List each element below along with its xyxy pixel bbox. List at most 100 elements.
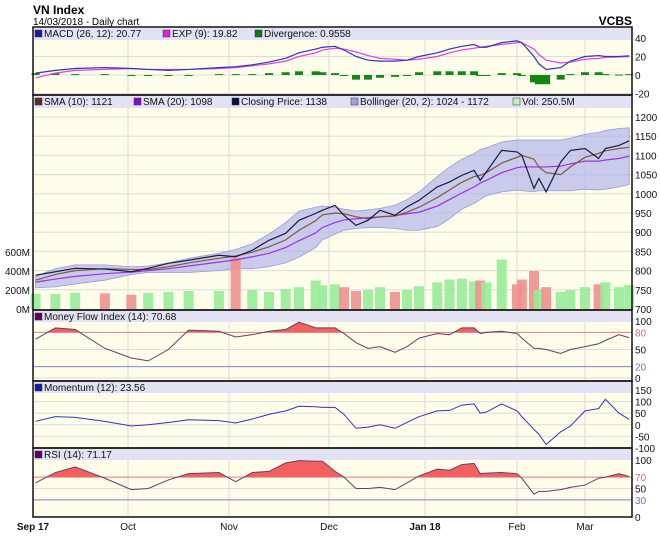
rsi-y-tick-label: 50 (635, 485, 647, 496)
momentum-swatch (34, 383, 43, 392)
x-tick-label: Sep 17 (17, 522, 50, 533)
divergence-bar (231, 74, 240, 76)
mfi-y-tick-label: 50 (635, 346, 647, 357)
volume-bar (614, 287, 624, 309)
axis-ticks: 40200-2012001150110010501000950900850800… (5, 34, 658, 533)
volume-bar (183, 290, 194, 309)
volume-bar (624, 285, 635, 309)
volume-bar (317, 285, 328, 309)
volume-bar (50, 293, 61, 309)
divergence-bar (127, 75, 136, 76)
price-legend: SMA (10): 1121 SMA (20): 1098 Closing Pr… (34, 97, 575, 108)
rsi-y-tick-label: 0 (635, 513, 641, 524)
mfi-legend-band (33, 311, 632, 322)
price-y-tick-label: 950 (635, 209, 652, 220)
price-y-tick-label: 1050 (635, 171, 658, 182)
divergence-bar (457, 71, 466, 75)
brand-label: VCBS (599, 14, 632, 28)
divergence-bar (144, 75, 153, 76)
divergence-bar (391, 75, 399, 77)
divergence-bar (556, 75, 565, 80)
volume-bar (481, 282, 492, 309)
divergence-bar (184, 75, 193, 76)
close-legend-label: Closing Price: 1138 (241, 97, 327, 108)
divergence-bar (100, 74, 109, 76)
volume-bar (310, 280, 321, 309)
volume-bar (565, 290, 576, 309)
macd-legend-band (33, 28, 632, 40)
volume-bar (469, 281, 480, 309)
volume-bar (555, 291, 566, 309)
divergence-bar (542, 75, 551, 85)
mfi-legend: Money Flow Index (14): 70.68 (34, 312, 177, 323)
volume-bar (475, 280, 486, 309)
momentum-legend: Momentum (12): 23.56 (34, 383, 146, 394)
momentum-y-tick-label: -100 (635, 444, 655, 455)
x-tick-label: Dec (320, 522, 338, 533)
volume-swatch (512, 97, 521, 106)
divergence-bar (625, 74, 634, 76)
volume-bar (600, 282, 611, 309)
volume-bar (126, 294, 137, 309)
price-panel-background (33, 95, 632, 310)
divergence-bar (340, 75, 348, 76)
volume-bar (375, 287, 385, 309)
price-y-tick-label: 1100 (635, 151, 657, 162)
sma10-swatch (34, 97, 43, 106)
panel-frames (32, 26, 633, 518)
volume-bar (213, 290, 224, 309)
momentum-line (35, 398, 630, 446)
momentum-y-tick-label: 50 (635, 409, 647, 420)
divergence-bar (331, 73, 339, 75)
close-swatch (231, 97, 240, 106)
divergence-bar (476, 75, 485, 76)
price-y-tick-label: 900 (635, 228, 652, 239)
divergence-bar (248, 74, 257, 76)
sma10-legend-label: SMA (10): 1121 (44, 97, 113, 108)
divergence-bar (513, 73, 521, 75)
x-tick-label: Feb (508, 522, 526, 533)
rsi-line (35, 460, 630, 495)
bollinger-swatch (350, 97, 359, 106)
volume-axis-tick-label: 400M (5, 267, 30, 278)
divergence-bar (376, 75, 384, 78)
volume-bar (247, 290, 258, 309)
rsi-legend-band (33, 449, 632, 460)
divergence-bar (214, 74, 223, 76)
divergence-bar (470, 71, 479, 75)
volume-bar (541, 287, 552, 309)
divergence-bar (71, 74, 80, 76)
divergence-bar (311, 71, 320, 75)
mfi-swatch (34, 312, 43, 321)
price-y-tick-label: 750 (635, 286, 652, 297)
volume-bar (280, 289, 291, 309)
momentum-y-tick-label: 150 (635, 386, 652, 397)
momentum-y-tick-label: -50 (635, 432, 650, 443)
volume-bar (294, 287, 304, 309)
price-y-tick-label: 850 (635, 247, 652, 258)
x-tick-label: Mar (576, 522, 594, 533)
divergence-bar (265, 73, 273, 75)
volume-bar (533, 290, 544, 309)
rsi-legend: RSI (14): 71.17 (34, 450, 112, 461)
volume-bar (444, 279, 455, 309)
volume-bar (264, 291, 274, 309)
bollinger-band (35, 127, 630, 289)
volume-legend-label: Vol: 250.5M (522, 97, 575, 108)
sma10-line (35, 146, 630, 281)
divergence-bar (433, 71, 442, 75)
x-tick-label: Nov (220, 522, 238, 533)
price-y-tick-label: 1200 (635, 113, 658, 124)
divergence-bar (601, 74, 610, 76)
momentum-legend-band (33, 382, 632, 393)
divergence-bar (445, 71, 454, 75)
divergence-bar (281, 72, 290, 75)
rsi-panel-frame (32, 447, 633, 518)
volume-bar (402, 290, 412, 309)
mfi-overbought-area (35, 322, 630, 333)
divergence-bar (566, 74, 575, 76)
sma20-legend-label: SMA (20): 1098 (143, 97, 213, 108)
divergence-bar (534, 75, 543, 85)
divergence-bar (415, 72, 423, 75)
